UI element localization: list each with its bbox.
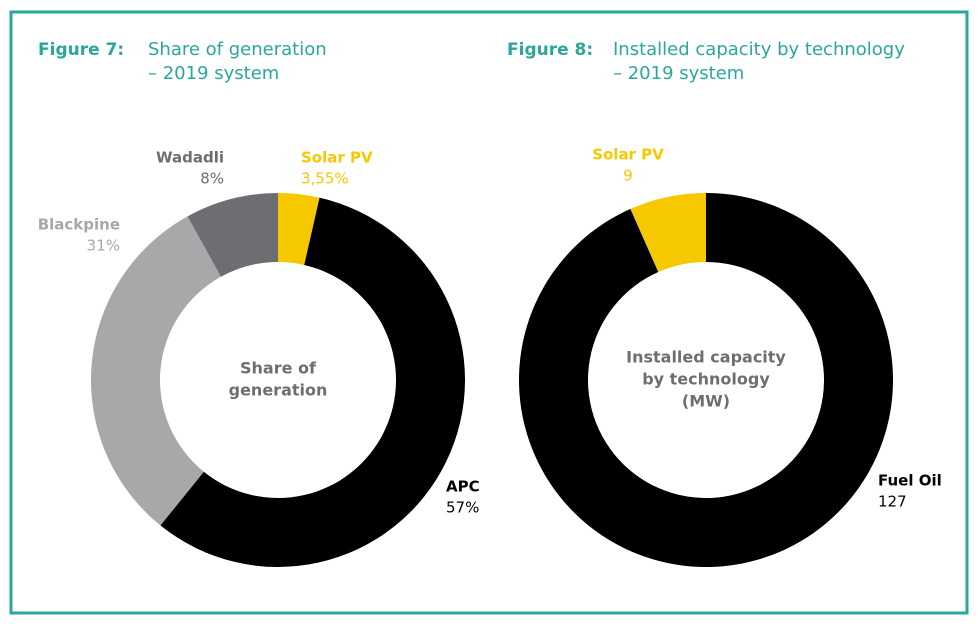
center-label: generation [229,381,328,400]
slice-name: Blackpine [38,216,120,234]
slice-value: 57% [446,499,479,517]
figure-number: Figure 8: [507,40,593,60]
slice-value: 127 [878,493,907,511]
slice-value: 9 [623,167,633,185]
slice-value: 8% [200,170,224,188]
slice-name: Solar PV [301,149,373,167]
frame [9,10,969,615]
donut-slice [519,193,893,567]
slice-value: 31% [87,237,120,255]
chart-title: Installed capacity by technology [613,39,905,60]
chart-title: – 2019 system [148,63,279,84]
figure-number: Figure 7: [38,40,124,60]
slice-name: Solar PV [592,146,664,164]
slice-name: Fuel Oil [878,472,942,490]
donut-slice [91,216,221,526]
chart-title: Share of generation [148,39,327,60]
center-label: (MW) [682,392,730,411]
center-label: Installed capacity [626,348,786,367]
center-label: Share of [240,359,317,378]
chart-title: – 2019 system [613,63,744,84]
donut-slice [160,197,466,567]
slice-value: 3,55% [301,170,349,188]
donut-slice [278,193,320,265]
donut-slice [187,193,278,277]
center-label: by technology [642,370,770,389]
slice-name: APC [446,478,480,496]
donut-slice [630,193,706,273]
slice-name: Wadadli [156,149,224,167]
